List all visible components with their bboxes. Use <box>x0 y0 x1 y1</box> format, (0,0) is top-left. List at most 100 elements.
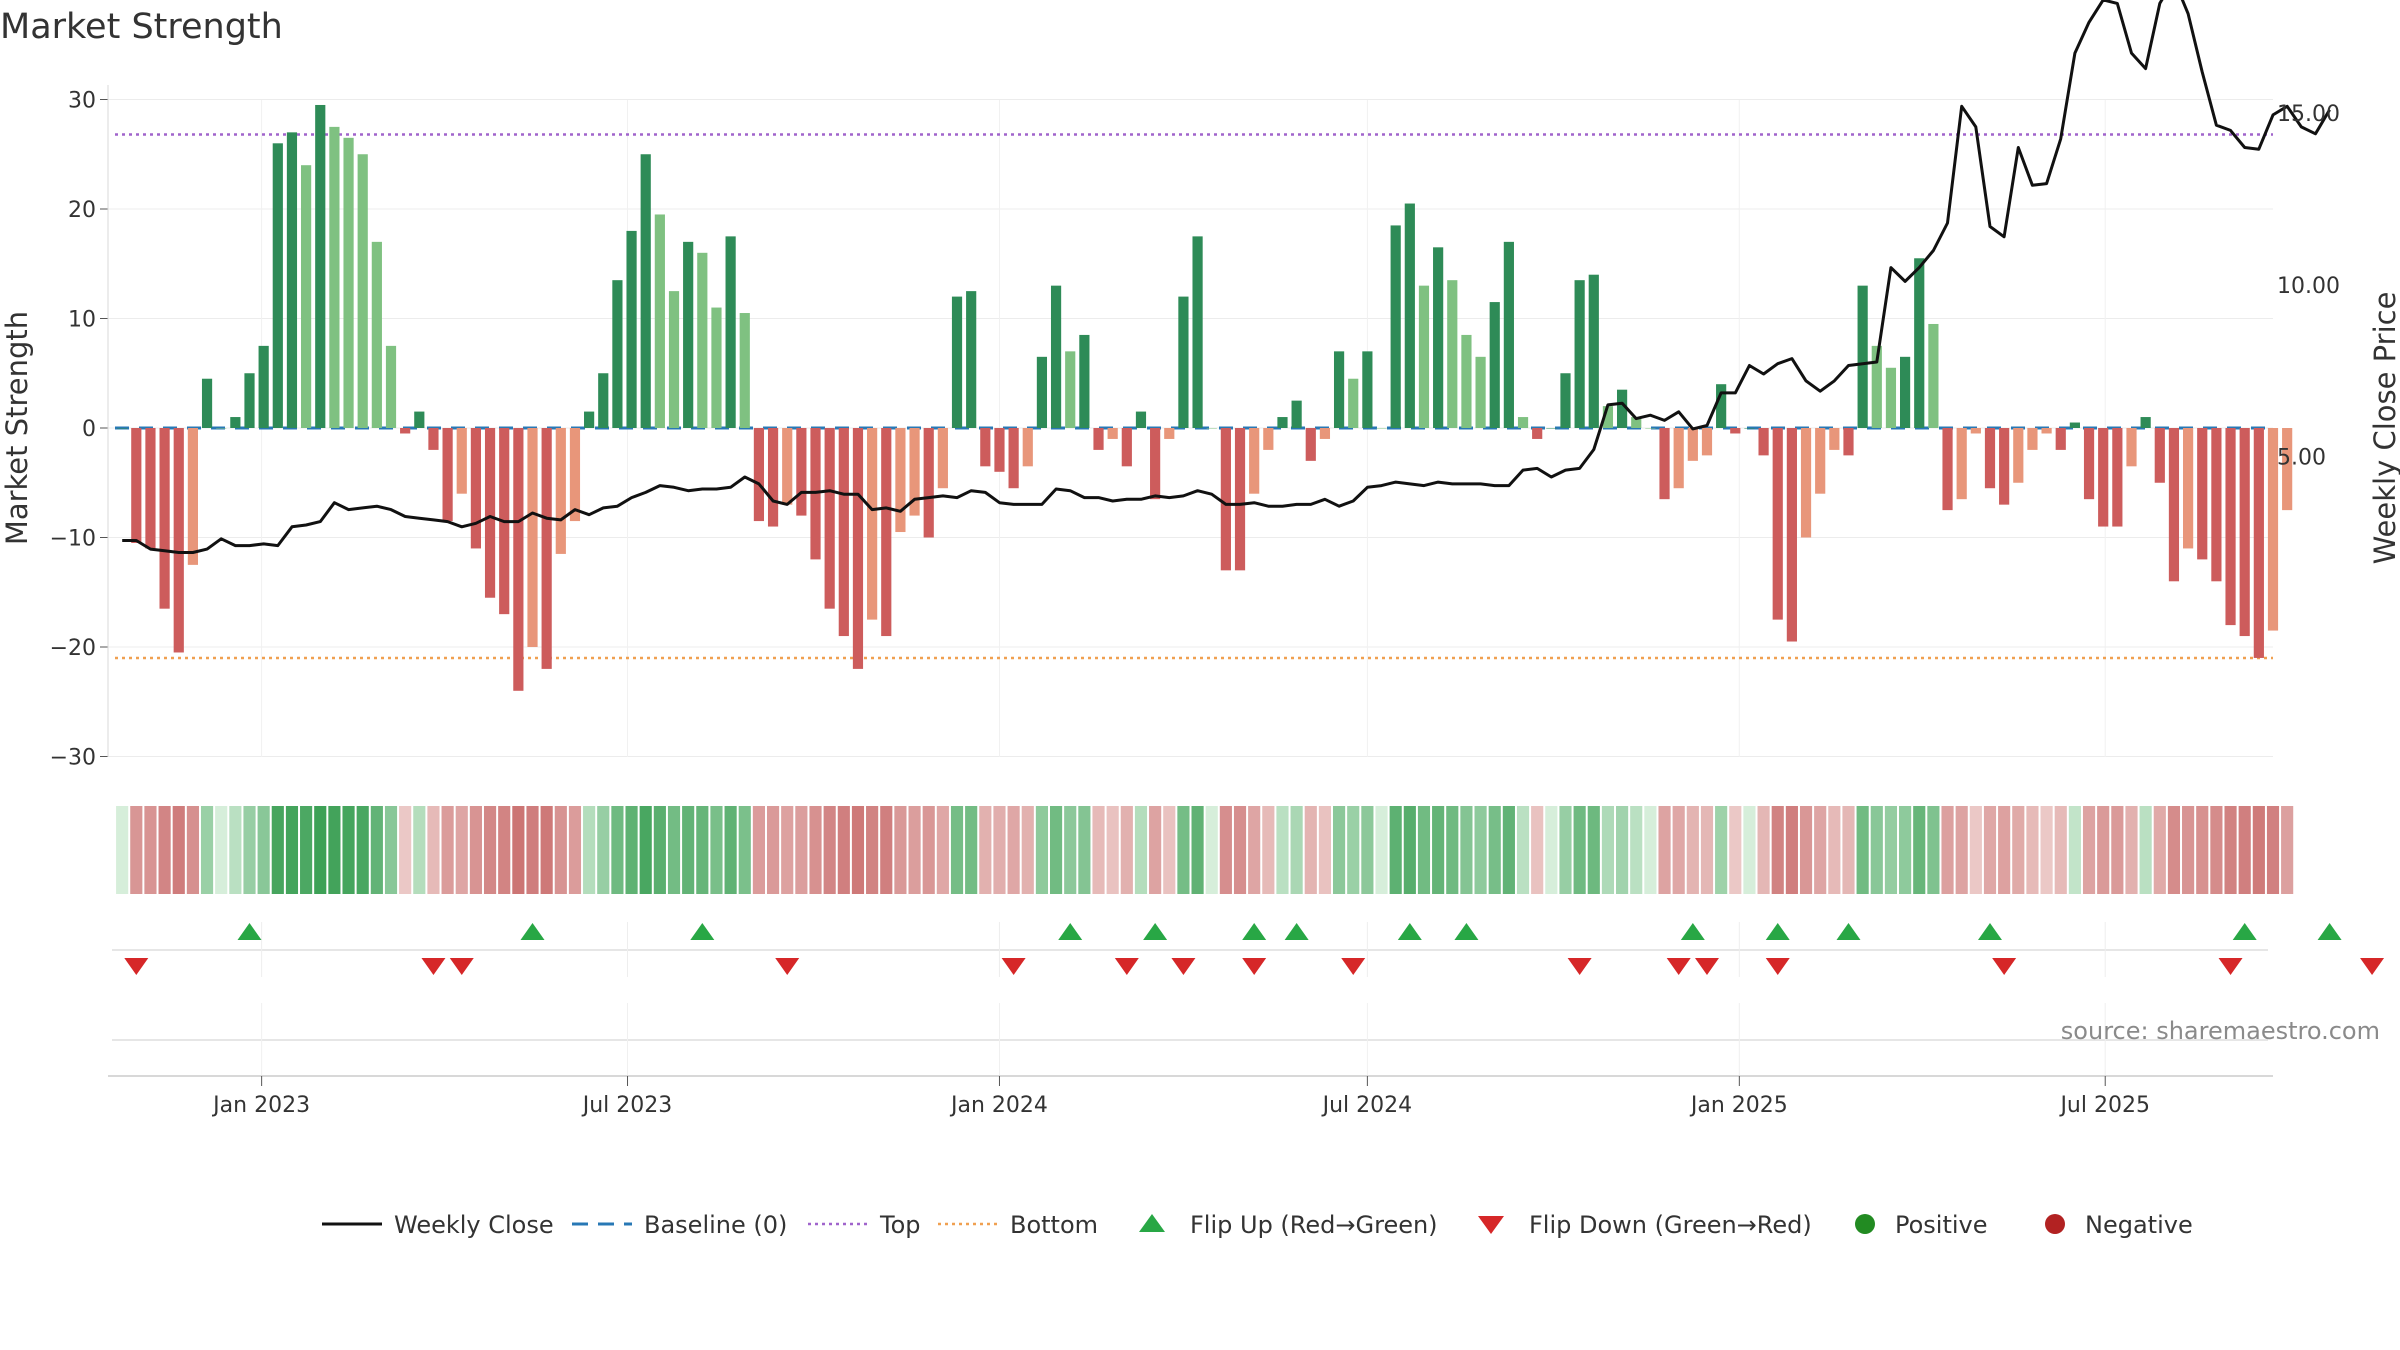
heat-cell <box>1304 806 1317 894</box>
strength-bar <box>1999 428 2010 505</box>
strength-bar <box>1277 417 1288 428</box>
flip-down-marker <box>2218 958 2243 975</box>
heat-cell <box>483 806 497 894</box>
right-tick-label: 10.00 <box>2277 274 2340 299</box>
strength-bar <box>456 428 467 494</box>
heat-cell <box>1318 806 1332 894</box>
strength-bar <box>1631 417 1642 428</box>
strength-bar <box>1447 280 1458 428</box>
heat-cell <box>2068 806 2081 894</box>
heat-cell <box>936 806 949 894</box>
heat-cell <box>1856 806 1869 894</box>
heat-cell <box>2111 806 2124 894</box>
legend-label: Weekly Close <box>394 1211 554 1239</box>
flip-up-marker <box>1454 923 1479 940</box>
heat-cell <box>469 806 482 894</box>
strength-bar <box>1942 428 1953 511</box>
strength-bar <box>951 296 963 428</box>
heat-cell <box>2040 806 2053 894</box>
x-tick-label: Jan 2023 <box>211 1093 310 1118</box>
strength-bar <box>867 428 878 620</box>
heat-cell <box>2281 806 2294 894</box>
strength-bar <box>640 154 651 428</box>
heat-cell <box>1106 806 1119 894</box>
heat-cell <box>880 806 893 894</box>
strength-bar <box>315 104 326 428</box>
strength-bar <box>1376 428 1387 429</box>
strength-bar <box>1800 428 1812 538</box>
heat-cell <box>851 806 865 894</box>
heat-cell <box>823 806 836 894</box>
legend-swatch <box>1139 1214 1165 1232</box>
strength-bar <box>1178 296 1189 428</box>
heat-cell <box>1573 806 1586 894</box>
strength-bars <box>117 104 2293 691</box>
strength-bar <box>1560 373 1571 428</box>
strength-bar <box>1362 351 1373 428</box>
strength-bar <box>1107 428 1118 439</box>
heat-cell <box>2238 806 2251 894</box>
heat-cell <box>271 806 284 894</box>
heat-cell <box>1276 806 1289 894</box>
heat-cell <box>1715 806 1728 894</box>
strength-bar <box>2126 428 2137 467</box>
strength-bar <box>1687 428 1698 461</box>
strength-bar <box>2253 428 2264 658</box>
left-tick-label: 10 <box>68 308 96 333</box>
heat-cell <box>809 806 822 894</box>
left-tick-label: 30 <box>68 89 96 114</box>
strength-bar <box>541 428 552 669</box>
flip-up-marker <box>1284 923 1309 940</box>
left-tick-label: −30 <box>50 746 96 771</box>
legend-swatch <box>1855 1214 1875 1234</box>
right-tick-label: 15.00 <box>2277 102 2340 127</box>
x-tick-label: Jul 2025 <box>2058 1093 2150 1118</box>
strength-bar <box>1220 428 1231 571</box>
heat-cell <box>1049 806 1063 894</box>
heat-cell <box>908 806 921 894</box>
strength-bar <box>1588 274 1599 428</box>
flip-up-marker <box>2232 923 2257 940</box>
strength-bar <box>1829 428 1840 450</box>
heat-cell <box>837 806 850 894</box>
heat-cell <box>1347 806 1360 894</box>
flip-down-marker <box>1242 958 1267 975</box>
strength-bar <box>1390 225 1401 428</box>
strength-bar <box>2041 428 2052 434</box>
strength-bar <box>173 428 184 653</box>
heat-cell <box>229 806 242 894</box>
flip-down-marker <box>449 958 474 975</box>
heat-cell <box>455 806 468 894</box>
strength-bar <box>371 241 382 428</box>
legend-item: Flip Up (Red→Green) <box>1139 1211 1438 1239</box>
strength-bar <box>286 132 298 428</box>
heat-cell <box>1333 806 1346 894</box>
strength-bar <box>385 345 397 428</box>
strength-bar <box>683 241 694 428</box>
heat-cell <box>200 806 214 894</box>
heat-cell <box>1785 806 1798 894</box>
strength-bar <box>1333 351 1345 428</box>
flip-up-marker <box>1397 923 1422 940</box>
heat-cell <box>186 806 199 894</box>
heat-cell <box>285 806 299 894</box>
heat-cell <box>1219 806 1232 894</box>
flip-up-marker <box>1143 923 1168 940</box>
strength-bar <box>2140 417 2151 428</box>
x-axis: Jan 2023 Jul 2023 Jan 2024 Jul 2024 Jan 2025… <box>108 1075 2273 1118</box>
flip-up-marker <box>1765 923 1790 940</box>
x-tick-label: Jan 2024 <box>949 1093 1048 1118</box>
heat-cell <box>1078 806 1091 894</box>
strength-bar <box>1984 428 1996 489</box>
left-tick-label: 20 <box>68 198 96 223</box>
heat-cell <box>1814 806 1827 894</box>
flip-down-marker <box>775 958 800 975</box>
strength-bar <box>725 236 736 428</box>
strength-bar <box>1701 428 1713 456</box>
strength-bar <box>852 428 864 669</box>
heat-cell <box>526 806 539 894</box>
heat-cell <box>667 806 681 894</box>
flip-down-marker <box>1001 958 1026 975</box>
heat-cell <box>300 806 313 894</box>
